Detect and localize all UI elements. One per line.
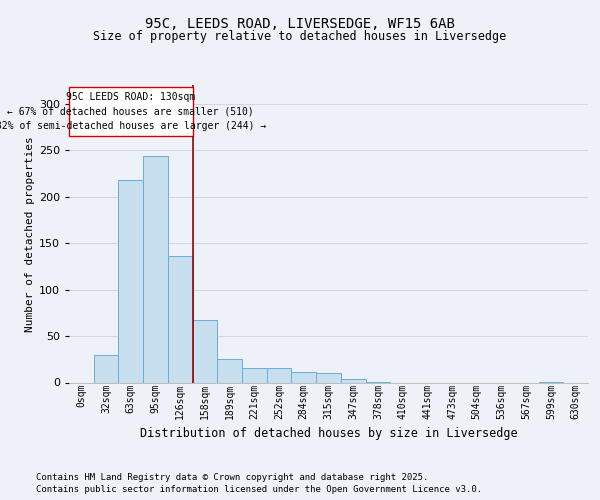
Bar — [118, 180, 143, 382]
Bar — [94, 354, 118, 382]
Bar — [69, 87, 193, 136]
Text: 95C LEEDS ROAD: 130sqm: 95C LEEDS ROAD: 130sqm — [66, 92, 196, 102]
Text: Contains public sector information licensed under the Open Government Licence v3: Contains public sector information licen… — [36, 485, 482, 494]
Bar — [267, 368, 292, 382]
X-axis label: Distribution of detached houses by size in Liversedge: Distribution of detached houses by size … — [140, 428, 517, 440]
Bar — [242, 368, 267, 382]
Bar — [217, 360, 242, 382]
Bar — [316, 373, 341, 382]
Bar — [292, 372, 316, 382]
Bar — [193, 320, 217, 382]
Bar — [341, 379, 365, 382]
Text: 32% of semi-detached houses are larger (244) →: 32% of semi-detached houses are larger (… — [0, 122, 266, 132]
Text: 95C, LEEDS ROAD, LIVERSEDGE, WF15 6AB: 95C, LEEDS ROAD, LIVERSEDGE, WF15 6AB — [145, 18, 455, 32]
Bar — [143, 156, 168, 382]
Text: Contains HM Land Registry data © Crown copyright and database right 2025.: Contains HM Land Registry data © Crown c… — [36, 472, 428, 482]
Bar — [168, 256, 193, 382]
Y-axis label: Number of detached properties: Number of detached properties — [25, 136, 35, 332]
Text: Size of property relative to detached houses in Liversedge: Size of property relative to detached ho… — [94, 30, 506, 43]
Text: ← 67% of detached houses are smaller (510): ← 67% of detached houses are smaller (51… — [7, 106, 254, 117]
